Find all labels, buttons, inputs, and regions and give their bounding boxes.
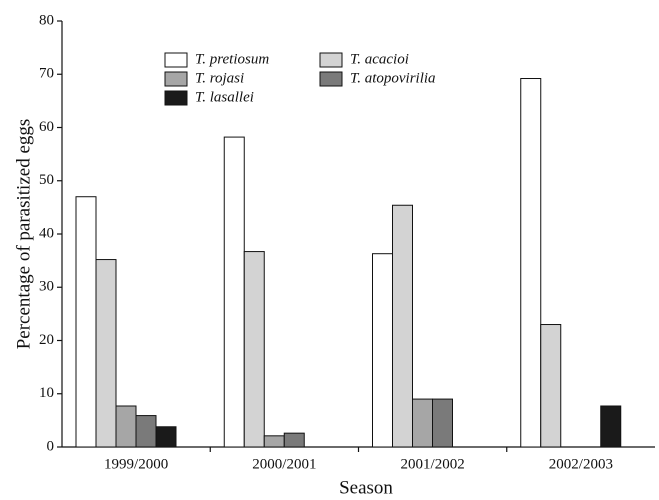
bar bbox=[432, 398, 453, 448]
y-tick-label: 40 bbox=[39, 225, 54, 241]
bar bbox=[283, 432, 305, 448]
bar bbox=[243, 251, 265, 448]
bar bbox=[155, 426, 177, 448]
x-tick-label: 2002/2003 bbox=[549, 456, 613, 472]
legend-label: T. acacioi bbox=[350, 51, 409, 67]
bar bbox=[540, 324, 562, 448]
x-tick-label: 1999/2000 bbox=[104, 456, 168, 472]
y-tick-label: 80 bbox=[39, 12, 54, 28]
legend-label: T. pretiosum bbox=[195, 51, 269, 67]
bar bbox=[263, 435, 285, 448]
bar bbox=[600, 405, 622, 448]
y-tick-label: 50 bbox=[39, 172, 54, 188]
bar bbox=[135, 415, 157, 448]
legend-label: T. atopovirilia bbox=[350, 70, 436, 86]
x-tick-label: 2000/2001 bbox=[252, 456, 316, 472]
bar bbox=[95, 259, 117, 448]
legend-swatch bbox=[164, 52, 188, 68]
legend-swatch bbox=[319, 52, 343, 68]
bar bbox=[75, 196, 97, 448]
bar bbox=[520, 78, 542, 448]
y-tick-label: 30 bbox=[39, 279, 54, 295]
bar bbox=[372, 253, 393, 448]
y-axis-label: Percentage of parasitized eggs bbox=[13, 119, 34, 350]
bar bbox=[392, 204, 413, 448]
legend-label: T. lasallei bbox=[195, 89, 254, 105]
bar bbox=[115, 405, 137, 448]
legend-label: T. rojasi bbox=[195, 70, 244, 86]
y-tick-label: 70 bbox=[39, 66, 54, 82]
x-axis-label: Season bbox=[339, 477, 393, 498]
y-tick-label: 0 bbox=[47, 438, 55, 454]
y-tick-label: 10 bbox=[39, 385, 54, 401]
legend-swatch bbox=[164, 71, 188, 87]
x-tick-label: 2001/2002 bbox=[401, 456, 465, 472]
legend-swatch bbox=[319, 71, 343, 87]
y-tick-label: 20 bbox=[39, 332, 54, 348]
y-tick-label: 60 bbox=[39, 119, 54, 135]
bar bbox=[412, 398, 433, 448]
bar bbox=[223, 136, 245, 448]
legend-swatch bbox=[164, 90, 188, 106]
